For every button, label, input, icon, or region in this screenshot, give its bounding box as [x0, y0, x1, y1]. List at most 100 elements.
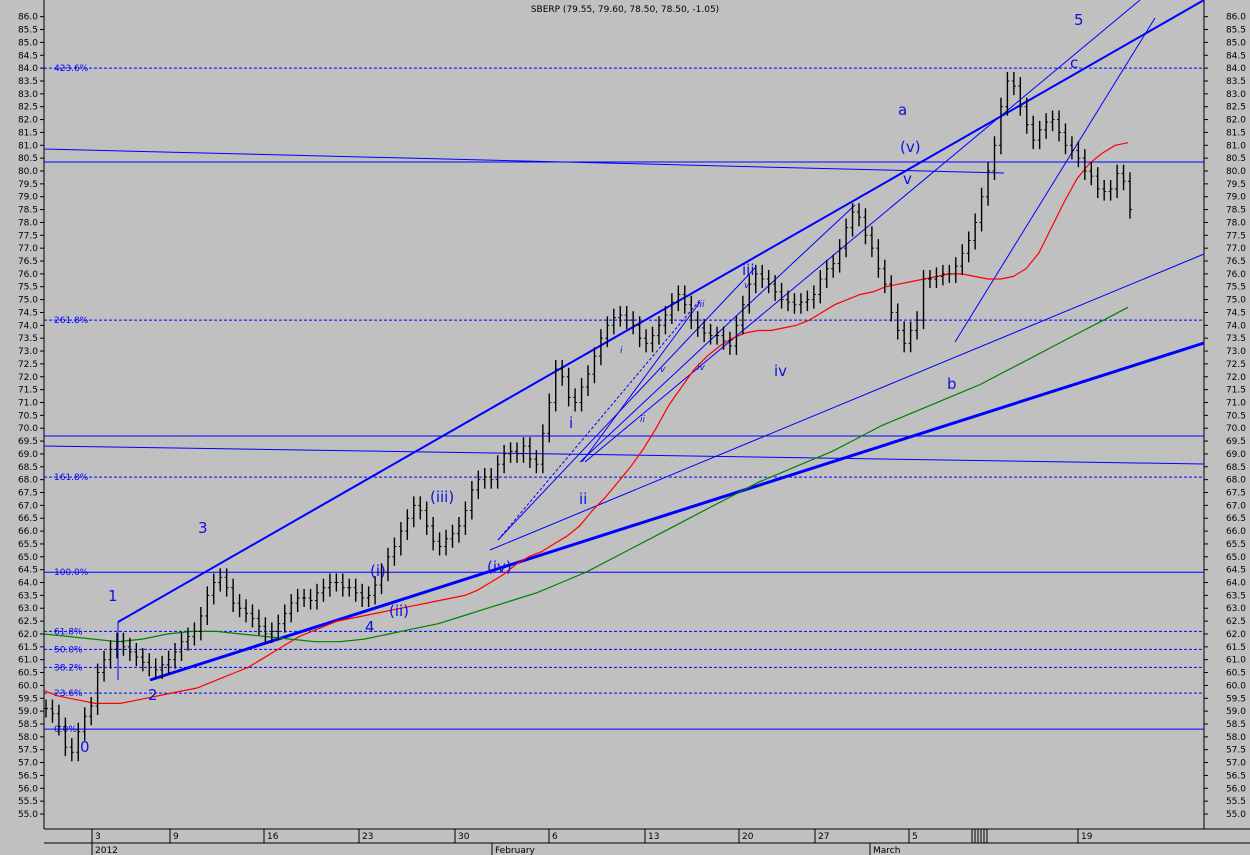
y-tick-label-right: 65.5 — [1226, 540, 1246, 550]
y-tick-label-left: 58.0 — [18, 733, 38, 743]
wave-label-small: ii — [640, 415, 646, 425]
y-tick-label-left: 69.5 — [18, 437, 38, 447]
y-tick-label-right: 83.5 — [1226, 77, 1246, 87]
y-tick-label-right: 80.0 — [1226, 167, 1246, 177]
trend-line — [43, 445, 1205, 465]
y-tick-label-left: 64.5 — [18, 566, 38, 576]
y-tick-label-left: 63.5 — [18, 591, 38, 601]
y-tick-label-right: 55.5 — [1226, 797, 1246, 807]
y-tick-label-right: 74.0 — [1226, 321, 1246, 331]
y-tick-label-left: 83.0 — [18, 90, 38, 100]
y-tick-label-left: 82.0 — [18, 116, 38, 126]
wave-label-small: v — [660, 365, 666, 375]
y-tick-label-left: 84.5 — [18, 51, 38, 61]
wave-label-small: v — [744, 281, 750, 291]
month-label: 2012 — [95, 846, 118, 855]
y-tick-label-left: 74.0 — [18, 321, 38, 331]
x-tick-label: 16 — [267, 832, 279, 842]
wave-label: (v) — [900, 138, 921, 156]
price-bars — [44, 71, 1132, 762]
y-tick-label-left: 64.0 — [18, 579, 38, 589]
trend-line — [43, 148, 1005, 174]
y-tick-label-left: 79.5 — [18, 180, 38, 190]
y-tick-label-left: 75.0 — [18, 296, 38, 306]
y-tick-label-left: 57.5 — [18, 746, 38, 756]
y-tick-label-left: 86.0 — [18, 13, 38, 23]
y-tick-label-left: 67.5 — [18, 489, 38, 499]
y-tick-label-right: 56.0 — [1226, 784, 1246, 794]
y-tick-label-left: 79.0 — [18, 193, 38, 203]
wave-label: iv — [774, 362, 787, 380]
y-tick-label-left: 80.5 — [18, 154, 38, 164]
y-tick-label-left: 81.5 — [18, 128, 38, 138]
wave-label: 0 — [80, 738, 90, 756]
y-tick-label-left: 60.0 — [18, 681, 38, 691]
x-tick-label: 27 — [818, 832, 829, 842]
y-tick-label-right: 58.5 — [1226, 720, 1246, 730]
x-tick-label: 3 — [95, 832, 101, 842]
wave-label-small: iii — [697, 300, 705, 310]
y-tick-label-left: 73.5 — [18, 334, 38, 344]
y-tick-label-left: 65.5 — [18, 540, 38, 550]
y-tick-label-right: 72.5 — [1226, 360, 1246, 370]
wave-label: (i) — [370, 562, 386, 580]
y-tick-label-left: 59.0 — [18, 707, 38, 717]
fib-level-label: 23.6% — [54, 689, 83, 699]
wave-label: c — [1070, 54, 1078, 72]
trend-lines — [43, 0, 1205, 682]
y-tick-label-left: 66.0 — [18, 527, 38, 537]
trend-line-dashed — [497, 299, 701, 541]
y-tick-label-right: 59.0 — [1226, 707, 1246, 717]
y-tick-label-right: 60.5 — [1226, 669, 1246, 679]
y-tick-label-right: 62.5 — [1226, 617, 1246, 627]
y-tick-label-left: 67.0 — [18, 501, 38, 511]
wave-label: (ii) — [389, 602, 409, 620]
wave-label: 3 — [198, 519, 208, 537]
y-tick-label-right: 74.5 — [1226, 308, 1246, 318]
y-tick-label-right: 63.0 — [1226, 604, 1246, 614]
trend-line — [117, 0, 1205, 623]
y-tick-label-left: 65.0 — [18, 553, 38, 563]
fib-level-label: 61.8% — [54, 627, 83, 637]
x-tick-label: 13 — [648, 832, 659, 842]
fibonacci-levels: 423.6%261.8%161.8%100.0%61.8%50.0%38.2%2… — [44, 64, 1204, 735]
x-tick-label: 9 — [173, 832, 179, 842]
plot-area — [44, 0, 1204, 829]
wave-label-small: iv — [697, 363, 706, 373]
y-tick-label-right: 85.5 — [1226, 26, 1246, 36]
y-tick-label-right: 71.0 — [1226, 398, 1246, 408]
y-tick-label-left: 78.0 — [18, 218, 38, 228]
y-tick-label-left: 85.0 — [18, 38, 38, 48]
y-tick-label-right: 55.0 — [1226, 810, 1246, 820]
y-tick-label-right: 68.5 — [1226, 463, 1246, 473]
y-tick-label-left: 70.5 — [18, 411, 38, 421]
y-tick-label-right: 73.0 — [1226, 347, 1246, 357]
y-tick-label-right: 85.0 — [1226, 38, 1246, 48]
wave-label: v — [903, 170, 912, 188]
y-tick-label-left: 72.5 — [18, 360, 38, 370]
trend-line — [584, 0, 1141, 463]
y-tick-label-right: 66.5 — [1226, 514, 1246, 524]
y-tick-label-left: 56.0 — [18, 784, 38, 794]
x-tick-label: 30 — [458, 832, 470, 842]
y-tick-label-left: 76.5 — [18, 257, 38, 267]
trend-line — [149, 341, 1205, 682]
y-tick-label-right: 57.5 — [1226, 746, 1246, 756]
y-tick-label-left: 62.5 — [18, 617, 38, 627]
y-tick-label-right: 68.0 — [1226, 476, 1246, 486]
y-tick-label-left: 78.5 — [18, 206, 38, 216]
x-tick-label: 6 — [552, 832, 558, 842]
y-tick-label-left: 56.5 — [18, 771, 38, 781]
y-tick-label-left: 74.5 — [18, 308, 38, 318]
x-axis: 3 9 16 23 30 6 13 20 27 5 19 2012 February March — [91, 829, 1093, 855]
y-tick-label-right: 75.0 — [1226, 296, 1246, 306]
trend-line — [489, 253, 1205, 551]
month-label: February — [495, 846, 536, 855]
y-tick-label-right: 64.0 — [1226, 579, 1246, 589]
fib-level-label: 38.2% — [54, 663, 83, 673]
y-tick-label-right: 75.5 — [1226, 283, 1246, 293]
y-tick-label-left: 83.5 — [18, 77, 38, 87]
wave-label: ii — [579, 490, 587, 508]
y-tick-label-right: 84.0 — [1226, 64, 1246, 74]
